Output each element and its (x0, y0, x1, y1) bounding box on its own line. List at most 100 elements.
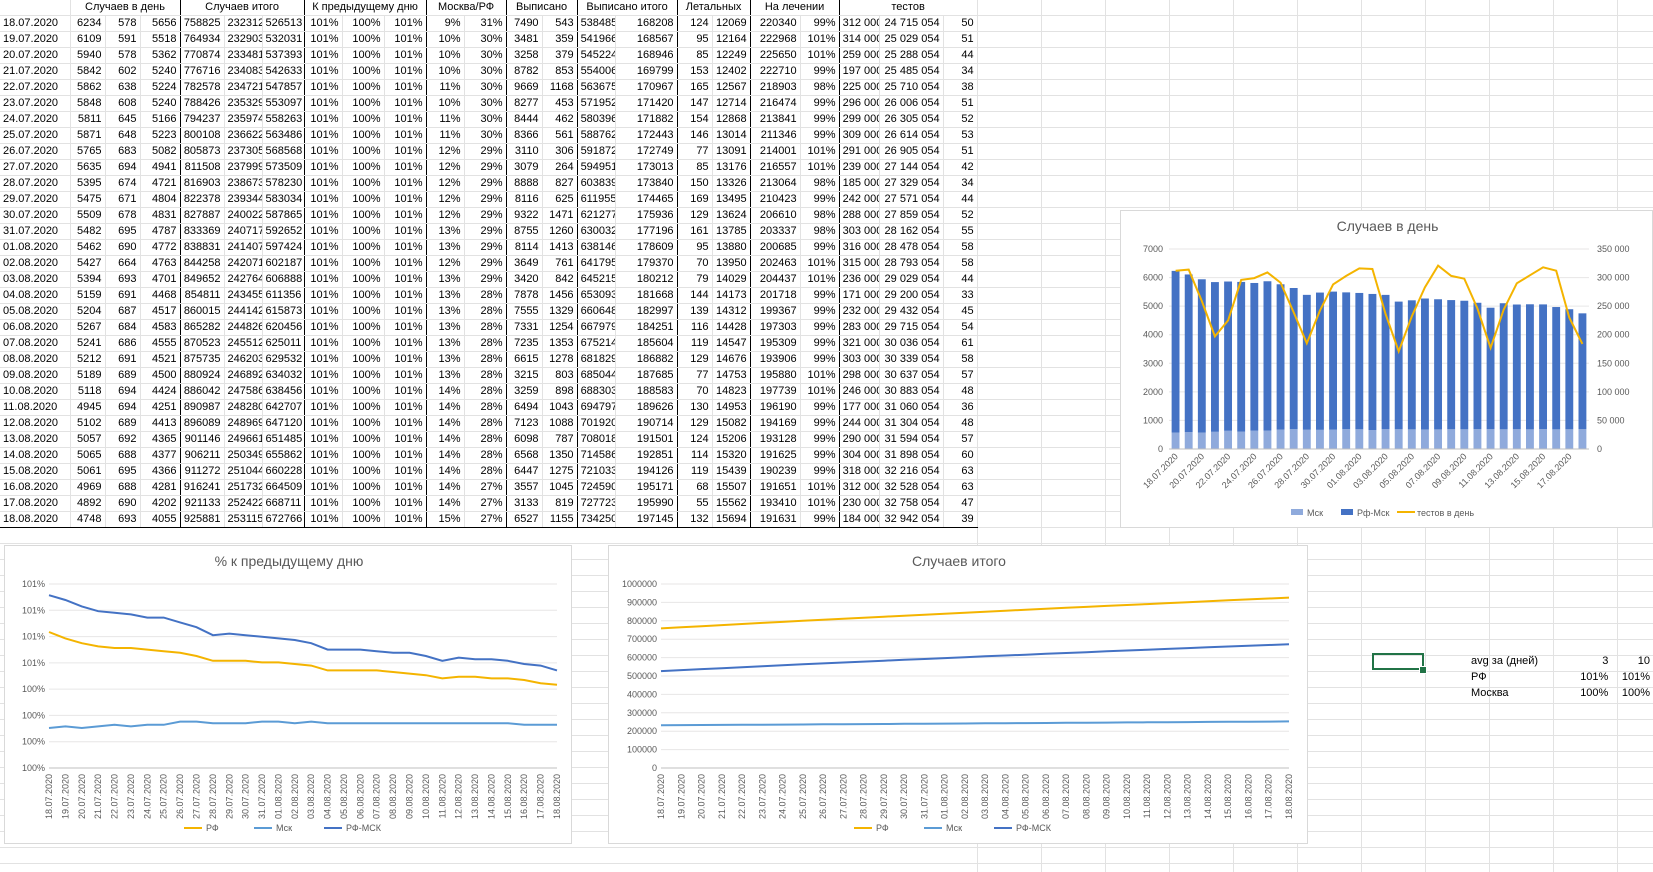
table-cell[interactable]: 12% (426, 175, 465, 192)
table-cell[interactable]: 13880 (712, 239, 751, 256)
table-cell[interactable]: 312 000 (839, 479, 880, 496)
table-cell[interactable]: 312 000 (839, 15, 880, 32)
table-cell[interactable]: 98% (800, 207, 840, 224)
table-cell[interactable]: 28% (464, 351, 507, 368)
table-cell[interactable]: 52 (943, 111, 978, 128)
table-cell[interactable]: 14547 (712, 335, 751, 352)
table-cell[interactable]: 101% (384, 79, 427, 96)
table-cell[interactable]: 921133 (180, 495, 225, 512)
table-cell[interactable]: 545224 (577, 47, 616, 64)
table-cell[interactable]: 5240 (140, 63, 181, 80)
table-cell[interactable]: 29 200 054 (879, 287, 944, 304)
avg-days-10[interactable]: 10 (1637, 655, 1650, 667)
table-cell[interactable]: 638456 (262, 383, 305, 400)
table-cell[interactable]: 101% (384, 15, 427, 32)
table-cell[interactable]: 641795 (577, 255, 616, 272)
table-cell[interactable]: 101% (304, 367, 343, 384)
table-cell[interactable]: 898 (542, 383, 578, 400)
table-cell[interactable]: 197303 (750, 319, 801, 336)
table-cell[interactable]: 100% (342, 111, 385, 128)
table-cell[interactable]: 220340 (750, 15, 801, 32)
table-cell[interactable]: 181668 (615, 287, 678, 304)
table-cell[interactable]: 13091 (712, 143, 751, 160)
table-cell[interactable]: 6527 (506, 511, 543, 528)
table-cell[interactable]: 244826 (224, 319, 263, 336)
table-cell[interactable]: 638 (105, 79, 141, 96)
date-cell[interactable]: 07.08.2020 (0, 335, 71, 352)
table-cell[interactable]: 4945 (69, 399, 106, 416)
table-cell[interactable]: 1350 (542, 447, 578, 464)
table-cell[interactable]: 101% (304, 223, 343, 240)
table-cell[interactable]: 99% (800, 111, 840, 128)
table-cell[interactable]: 241407 (224, 239, 263, 256)
table-cell[interactable]: 50 (943, 15, 978, 32)
table-cell[interactable]: 161 (677, 223, 713, 240)
table-cell[interactable]: 28% (464, 431, 507, 448)
table-cell[interactable]: 101% (304, 303, 343, 320)
table-cell[interactable]: 101% (304, 447, 343, 464)
table-cell[interactable]: 99% (800, 287, 840, 304)
date-cell[interactable]: 14.08.2020 (0, 447, 71, 464)
avg-table[interactable]: avg за (дней) 3 10 РФ 101% 101% Москва 1… (1468, 653, 1653, 701)
table-cell[interactable]: 222710 (750, 63, 801, 80)
table-cell[interactable]: 538485 (577, 15, 616, 32)
table-cell[interactable]: 199367 (750, 303, 801, 320)
table-cell[interactable]: 5212 (69, 351, 106, 368)
table-cell[interactable]: 316 000 (839, 239, 880, 256)
table-cell[interactable]: 250349 (224, 447, 263, 464)
table-cell[interactable]: 5267 (69, 319, 106, 336)
table-cell[interactable]: 195990 (615, 495, 678, 512)
table-cell[interactable]: 171420 (615, 95, 678, 112)
table-cell[interactable]: 168208 (615, 15, 678, 32)
table-cell[interactable]: 6568 (506, 447, 543, 464)
table-cell[interactable]: 14% (426, 479, 465, 496)
table-cell[interactable]: 653093 (577, 287, 616, 304)
table-cell[interactable]: 100% (342, 127, 385, 144)
table-cell[interactable]: 195880 (750, 367, 801, 384)
table-cell[interactable]: 5102 (69, 415, 106, 432)
date-cell[interactable]: 16.08.2020 (0, 479, 71, 496)
table-cell[interactable]: 77 (677, 143, 713, 160)
table-cell[interactable]: 30 339 054 (879, 351, 944, 368)
table-cell[interactable]: 5765 (69, 143, 106, 160)
table-cell[interactable]: 13176 (712, 159, 751, 176)
table-cell[interactable]: 578230 (262, 175, 305, 192)
table-cell[interactable]: 689 (105, 415, 141, 432)
table-cell[interactable]: 4251 (140, 399, 181, 416)
table-cell[interactable]: 185604 (615, 335, 678, 352)
table-cell[interactable]: 144 (677, 287, 713, 304)
table-cell[interactable]: 901146 (180, 431, 225, 448)
table-cell[interactable]: 101% (384, 191, 427, 208)
date-cell[interactable]: 02.08.2020 (0, 255, 71, 272)
table-cell[interactable]: 660228 (262, 463, 305, 480)
table-cell[interactable]: 247586 (224, 383, 263, 400)
table-cell[interactable]: 827 (542, 175, 578, 192)
table-cell[interactable]: 101% (800, 255, 840, 272)
date-cell[interactable]: 20.07.2020 (0, 47, 71, 64)
table-cell[interactable]: 100% (342, 367, 385, 384)
table-cell[interactable]: 13% (426, 223, 465, 240)
table-cell[interactable]: 100% (342, 175, 385, 192)
table-cell[interactable]: 10% (426, 63, 465, 80)
table-cell[interactable]: 146 (677, 127, 713, 144)
table-cell[interactable]: 101% (384, 383, 427, 400)
table-cell[interactable]: 32 758 054 (879, 495, 944, 512)
table-cell[interactable]: 173013 (615, 159, 678, 176)
table-cell[interactable]: 48 (943, 415, 978, 432)
table-cell[interactable]: 4804 (140, 191, 181, 208)
table-cell[interactable]: 28% (464, 399, 507, 416)
table-cell[interactable]: 14823 (712, 383, 751, 400)
table-cell[interactable]: 150 (677, 175, 713, 192)
table-cell[interactable]: 734250 (577, 511, 616, 528)
table-cell[interactable]: 6447 (506, 463, 543, 480)
table-cell[interactable]: 101% (384, 367, 427, 384)
table-cell[interactable]: 6234 (69, 15, 106, 32)
table-cell[interactable]: 12567 (712, 79, 751, 96)
table-cell[interactable]: 24 715 054 (879, 15, 944, 32)
table-cell[interactable]: 690 (105, 495, 141, 512)
table-cell[interactable]: 1155 (542, 511, 578, 528)
table-cell[interactable]: 154 (677, 111, 713, 128)
table-cell[interactable]: 13% (426, 239, 465, 256)
table-cell[interactable]: 101% (384, 223, 427, 240)
table-cell[interactable]: 4468 (140, 287, 181, 304)
